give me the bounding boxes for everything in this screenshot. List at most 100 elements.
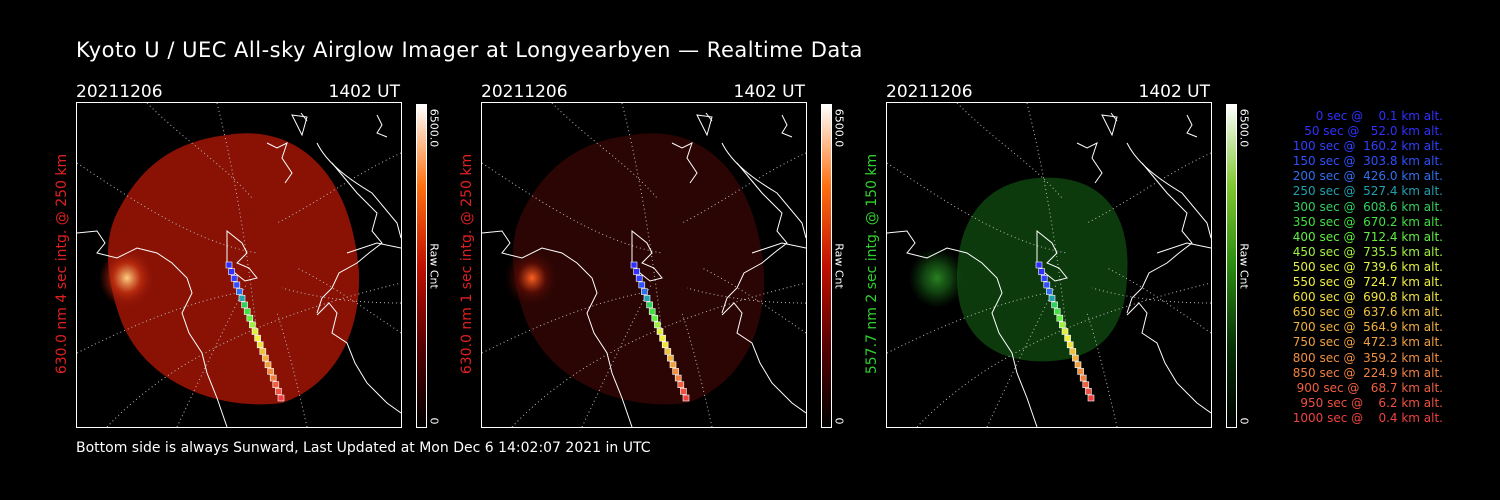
panel-1-image (76, 102, 402, 428)
legend-row: 200 sec @ 426.0 km alt. (1292, 169, 1443, 184)
legend-row: 650 sec @ 637.6 km alt. (1292, 305, 1443, 320)
trajectory-point (264, 361, 272, 369)
rocket-trajectory (225, 261, 285, 402)
trajectory-point (648, 308, 656, 315)
panel-3-image (886, 102, 1212, 428)
panel-3-date: 20211206 (886, 82, 973, 102)
trajectory-point (682, 394, 690, 402)
panel-3-cb-max: 6500.0 (1237, 108, 1251, 148)
trajectory-point (1087, 394, 1095, 402)
panel-1-time: 1402 UT (328, 82, 401, 102)
legend-row: 100 sec @ 160.2 km alt. (1292, 139, 1443, 154)
trajectory-point (241, 301, 248, 309)
trajectory-point (1048, 294, 1056, 302)
bright-aurora-patch (909, 248, 965, 308)
trajectory-point (267, 368, 274, 375)
trajectory-point (259, 348, 267, 355)
legend-row: 350 sec @ 670.2 km alt. (1292, 214, 1443, 229)
panel-1-cb-min: 0 (427, 417, 441, 425)
trajectory-point (1046, 288, 1053, 295)
panel-2-date: 20211206 (481, 82, 568, 102)
legend-row: 950 sec @ 6.2 km alt. (1300, 395, 1443, 410)
trajectory-point (238, 294, 246, 302)
panel-1-colorbar (416, 104, 427, 428)
trajectory-point (638, 281, 646, 289)
trajectory-point (254, 334, 261, 342)
legend-row: 1000 sec @ 0.4 km alt. (1292, 410, 1443, 425)
coastline (887, 112, 1211, 427)
trajectory-point (228, 268, 235, 275)
legend-row: 700 sec @ 564.9 km alt. (1292, 320, 1443, 335)
trajectory-point (1066, 341, 1074, 349)
trajectory-point (643, 294, 651, 302)
legend-row: 850 sec @ 224.9 km alt. (1292, 365, 1443, 380)
trajectory-point (1043, 281, 1051, 289)
panel-3-cb-min: 0 (1237, 417, 1251, 425)
trajectory-point (1056, 314, 1064, 322)
trajectory-point (251, 328, 259, 335)
panel-1-cb-label: Raw Cnt (427, 243, 441, 289)
trajectory-point (641, 288, 648, 295)
bright-aurora-patch (504, 248, 560, 308)
trajectory-point (1040, 275, 1048, 282)
panel-2-image (481, 102, 807, 428)
trajectory-point (277, 394, 285, 402)
trajectory-point (249, 321, 256, 329)
trajectory-point (635, 275, 643, 282)
trajectory-point (1069, 348, 1077, 355)
legend-row: 750 sec @ 472.3 km alt. (1292, 335, 1443, 350)
bright-aurora-patch (99, 248, 155, 308)
panel-3-ylabel: 557.7 nm 2 sec intg. @ 150 km (864, 153, 880, 375)
legend-row: 0 sec @ 0.1 km alt. (1315, 109, 1443, 123)
trajectory-point (1077, 368, 1084, 375)
rocket-trajectory (1035, 261, 1095, 402)
trajectory-point (651, 314, 659, 322)
legend-row: 500 sec @ 739.6 km alt. (1292, 259, 1443, 274)
legend-row: 900 sec @ 68.7 km alt. (1296, 380, 1443, 395)
legend-row: 600 sec @ 690.8 km alt. (1292, 290, 1443, 305)
panel-1-cb-max: 6500.0 (427, 108, 441, 148)
trajectory-point (674, 374, 682, 382)
trajectory-point (262, 354, 269, 362)
trajectory-point (630, 261, 638, 269)
trajectory-point (246, 314, 254, 322)
trajectory-point (1035, 261, 1043, 269)
trajectory-point (233, 281, 241, 289)
legend-row: 800 sec @ 359.2 km alt. (1292, 350, 1443, 365)
trajectory-point (667, 354, 674, 362)
trajectory-point (661, 341, 669, 349)
legend-row: 250 sec @ 527.4 km alt. (1292, 184, 1443, 199)
trajectory-point (1051, 301, 1058, 309)
trajectory-point (1059, 321, 1066, 329)
panel-2-cb-label: Raw Cnt (832, 243, 846, 289)
trajectory-point (236, 288, 243, 295)
airglow-map (482, 103, 806, 427)
airglow-map (887, 103, 1211, 427)
panel-1-date: 20211206 (76, 82, 163, 102)
footer-note: Bottom side is always Sunward, Last Upda… (76, 440, 651, 456)
trajectory-point (243, 308, 251, 315)
legend-row: 300 sec @ 608.6 km alt. (1292, 199, 1443, 214)
trajectory-point (1064, 334, 1071, 342)
panel-2-cb-min: 0 (832, 417, 846, 425)
trajectory-point (654, 321, 661, 329)
page-title: Kyoto U / UEC All-sky Airglow Imager at … (76, 38, 863, 62)
trajectory-point (1085, 388, 1092, 395)
trajectory-point (225, 261, 233, 269)
airglow-map (77, 103, 401, 427)
trajectory-point (656, 328, 664, 335)
panel-2-cb-max: 6500.0 (832, 108, 846, 148)
legend-row: 550 sec @ 724.7 km alt. (1292, 275, 1443, 290)
panel-2-time: 1402 UT (733, 82, 806, 102)
legend-row: 450 sec @ 735.5 km alt. (1292, 244, 1443, 259)
trajectory-point (672, 368, 679, 375)
trajectory-point (1074, 361, 1082, 369)
legend-row: 150 sec @ 303.8 km alt. (1292, 154, 1443, 169)
trajectory-point (659, 334, 666, 342)
legend-row: 400 sec @ 712.4 km alt. (1292, 229, 1443, 244)
trajectory-point (1053, 308, 1061, 315)
trajectory-point (230, 275, 238, 282)
trajectory-point (1082, 381, 1090, 389)
panel-3-cb-label: Raw Cnt (1237, 243, 1251, 289)
trajectory-point (1061, 328, 1069, 335)
